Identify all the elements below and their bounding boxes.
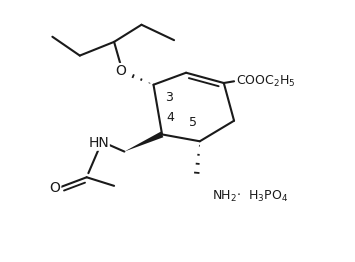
Text: O: O: [115, 64, 126, 78]
Text: 5: 5: [189, 116, 197, 129]
Text: O: O: [50, 181, 61, 195]
Text: NH$_2$$\cdot$  H$_3$PO$_4$: NH$_2$$\cdot$ H$_3$PO$_4$: [212, 189, 288, 204]
Text: 3: 3: [165, 91, 173, 104]
Polygon shape: [124, 132, 163, 152]
Text: 4: 4: [167, 111, 175, 124]
Text: HN: HN: [88, 136, 109, 150]
Text: COOC$_2$H$_5$: COOC$_2$H$_5$: [236, 74, 295, 89]
